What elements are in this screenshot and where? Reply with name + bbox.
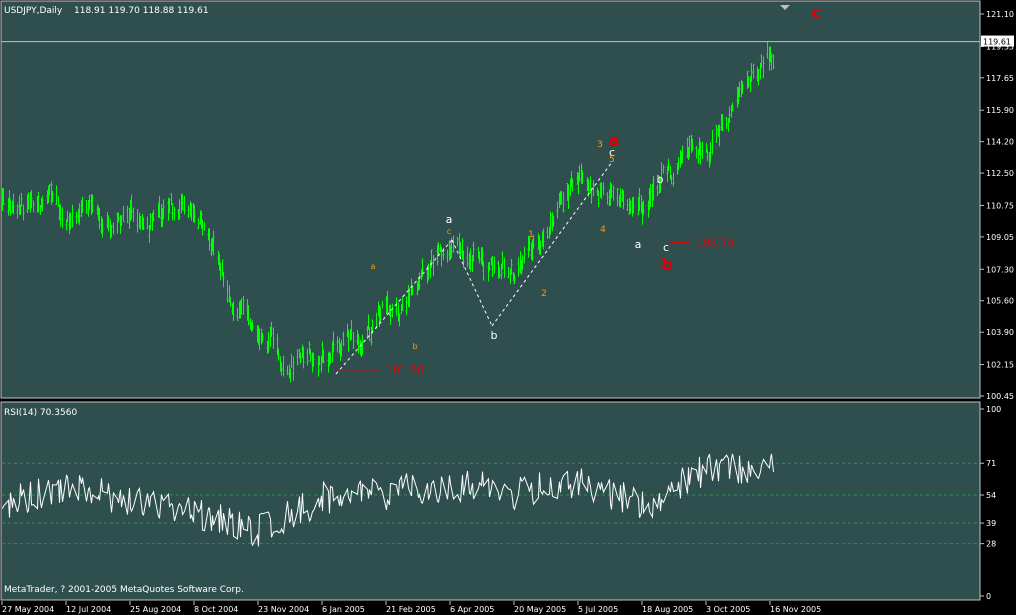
wave-label-sub: c <box>663 241 669 254</box>
price-tick-label: 100.45 <box>986 392 1014 401</box>
x-axis: 27 May 2004 12 Jul 2004 25 Aug 2004 8 Oct 2… <box>1 601 821 614</box>
wave-label-sub-orange: 5 <box>609 155 615 165</box>
rsi-tick-label: 39 <box>986 519 996 528</box>
wave-label-main: b <box>661 255 672 274</box>
rsi-tick-label: 54 <box>986 491 996 500</box>
wave-label-sub-orange: b <box>412 342 417 351</box>
wave-label-sub-orange: a <box>371 262 376 271</box>
x-tick-label: 23 Nov 2004 <box>258 605 309 614</box>
wave-label-sub: b <box>657 173 664 186</box>
wave-label-main: c <box>811 3 820 22</box>
wave-label-sub: c <box>609 146 615 159</box>
price-tick-label: 103.90 <box>986 328 1014 337</box>
price-tick-label: 105.60 <box>986 297 1014 306</box>
x-tick-label: 12 Jul 2004 <box>66 605 111 614</box>
price-tick-label: 121.10 <box>986 10 1014 19</box>
symbol-label: USDJPY,Daily <box>4 6 63 16</box>
rsi-tick-label: 0 <box>986 592 991 601</box>
price-level-label: 108.74 <box>696 237 735 250</box>
rsi-axis: 100 71 54 39 28 0 <box>980 405 1001 601</box>
x-tick-label: 25 Aug 2004 <box>130 605 181 614</box>
chart-shift-marker <box>780 5 790 10</box>
price-pane <box>0 0 981 399</box>
rsi-line <box>2 453 774 547</box>
x-tick-label: 18 Aug 2005 <box>642 605 693 614</box>
wave-dashed-line <box>491 161 613 327</box>
ohlc-header: 118.91 119.70 118.88 119.61 <box>74 6 209 16</box>
wave-label-sub: a <box>446 213 453 226</box>
x-tick-label: 27 May 2004 <box>2 605 54 614</box>
wave-label-sub-orange: 1 <box>528 230 534 240</box>
price-tick-label: 115.90 <box>986 106 1014 115</box>
wave-label-sub-orange: 4 <box>600 225 606 235</box>
rsi-line-group <box>2 453 774 547</box>
wave-label-sub-orange: c <box>447 227 451 236</box>
rsi-levels <box>2 462 979 545</box>
price-axis: 121.10 119.35 117.65 115.90 114.20 112.50 110.… <box>980 10 1014 401</box>
x-tick-label: 20 May 2005 <box>514 605 566 614</box>
price-tick-label: 117.65 <box>986 74 1014 83</box>
price-tick-label: 110.75 <box>986 201 1014 210</box>
x-tick-label: 6 Apr 2005 <box>450 605 494 614</box>
price-level-label: 101.86 <box>386 364 425 377</box>
wave-label-sub: b <box>491 329 498 342</box>
footer-copyright: MetaTrader, ? 2001-2005 MetaQuotes Softw… <box>4 585 244 595</box>
rsi-pane <box>0 401 981 601</box>
wave-label-sub-orange: 2 <box>541 289 547 299</box>
price-tick-label: 119.35 <box>986 42 1014 51</box>
price-tick-label: 102.15 <box>986 361 1014 370</box>
price-tick-label: 114.20 <box>986 138 1014 147</box>
x-tick-label: 5 Jul 2005 <box>578 605 618 614</box>
wave-label-main: a <box>609 131 620 150</box>
rsi-tick-label: 28 <box>986 540 996 549</box>
wave-label-sub-orange: 3 <box>597 140 603 150</box>
rsi-tick-label: 71 <box>986 459 996 468</box>
price-tick-label: 112.50 <box>986 169 1014 178</box>
current-price-label: 119.61 <box>983 38 1011 47</box>
rsi-tick-label: 100 <box>986 405 1001 414</box>
price-tick-label: 109.05 <box>986 233 1014 242</box>
wave-dashed-line <box>451 239 493 327</box>
price-bars <box>1 40 775 383</box>
wave-label-sub: a <box>635 238 642 251</box>
x-tick-label: 6 Jan 2005 <box>322 605 365 614</box>
current-price-box <box>981 35 1014 47</box>
rsi-label: RSI(14) 70.3560 <box>4 408 77 418</box>
x-tick-label: 3 Oct 2005 <box>706 605 750 614</box>
x-tick-label: 16 Nov 2005 <box>770 605 821 614</box>
x-tick-label: 8 Oct 2004 <box>194 605 238 614</box>
x-tick-label: 21 Feb 2005 <box>386 605 436 614</box>
price-tick-label: 107.30 <box>986 265 1014 274</box>
